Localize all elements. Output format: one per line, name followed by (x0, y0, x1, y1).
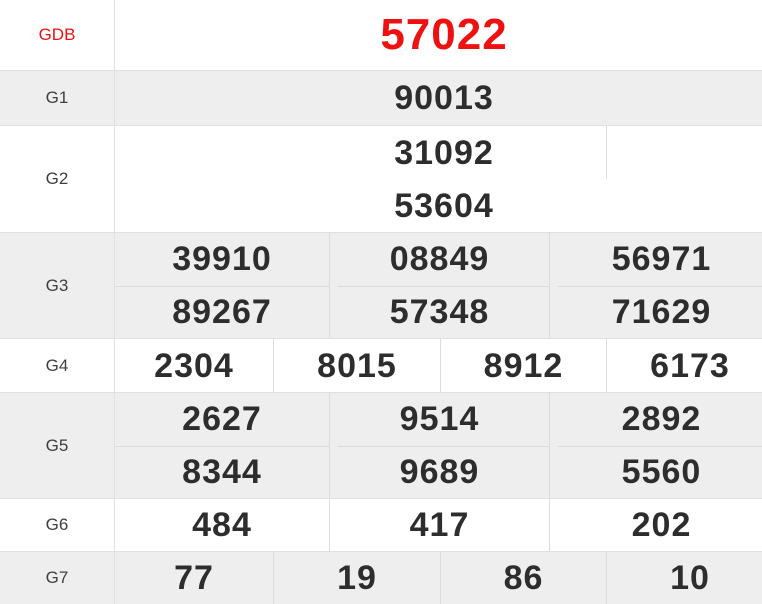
prize-row-g4: G4 2304 8015 8912 6173 (0, 338, 762, 392)
prize-value: 8015 (317, 346, 397, 385)
prize-row-g3: G3 39910 08849 56971 89267 57348 (0, 232, 762, 338)
value-cell: 9689 (329, 445, 549, 498)
value-cell: 53604 (115, 179, 762, 232)
prize-row-g6: G6 484 417 202 (0, 498, 762, 551)
prize-value: 202 (631, 506, 692, 544)
prize-values-g6: 484 417 202 (115, 499, 762, 551)
prize-label-g7: G7 (0, 552, 115, 604)
prize-value: 90013 (394, 79, 494, 117)
prize-label-g2: G2 (0, 126, 115, 232)
prize-value: 89267 (172, 292, 272, 331)
value-cell: 19 (273, 552, 440, 604)
prize-value: 71629 (611, 292, 712, 331)
prize-value: 56971 (611, 240, 712, 279)
value-cell: 2892 (549, 393, 762, 446)
prize-values-g4: 2304 8015 8912 6173 (115, 339, 762, 392)
value-cell: 6173 (606, 339, 762, 392)
prize-values-gdb: 57022 (115, 0, 762, 70)
prize-values-g5: 2627 9514 2892 8344 9689 5560 (115, 393, 762, 498)
prize-label-g3: G3 (0, 233, 115, 338)
prize-value: 08849 (389, 240, 490, 279)
value-cell: 39910 (115, 233, 329, 286)
prize-value: 31092 (394, 133, 494, 172)
prize-row-gdb: GDB 57022 (0, 0, 762, 70)
prize-value: 2304 (154, 346, 234, 385)
g2-column-divider (606, 126, 607, 179)
prize-value: 57348 (389, 292, 490, 331)
value-cell: 2627 (115, 393, 329, 446)
prize-value: 417 (409, 506, 470, 544)
prize-value: 86 (503, 559, 544, 597)
prize-label-g6: G6 (0, 499, 115, 551)
prize-values-g2: 31092 53604 (115, 126, 762, 232)
prize-value: 10 (670, 559, 710, 597)
prize-label-g5: G5 (0, 393, 115, 498)
value-cell: 8912 (440, 339, 606, 392)
prize-row-g1: G1 90013 (0, 70, 762, 125)
prize-value: 9689 (399, 452, 480, 491)
prize-label-g4: G4 (0, 339, 115, 392)
value-cell: 5560 (549, 445, 762, 498)
prize-value: 53604 (394, 186, 494, 225)
prize-value: 39910 (172, 240, 272, 279)
value-cell: 484 (115, 499, 329, 551)
value-cell: 08849 (329, 233, 549, 286)
prize-value: 77 (174, 559, 214, 597)
prize-row-g2: G2 31092 53604 (0, 125, 762, 232)
prize-values-g7: 77 19 86 10 (115, 552, 762, 604)
prize-value: 6173 (650, 346, 730, 385)
value-cell: 56971 (549, 233, 762, 286)
value-cell: 77 (115, 552, 273, 604)
prize-values-g1: 90013 (115, 71, 762, 125)
prize-label-gdb: GDB (0, 0, 115, 70)
prize-value: 484 (192, 506, 252, 544)
prize-value: 9514 (399, 400, 480, 439)
prize-value: 8344 (182, 452, 262, 491)
value-cell: 2304 (115, 339, 273, 392)
value-cell: 89267 (115, 285, 329, 339)
value-cell: 10 (606, 552, 762, 604)
prize-value: 5560 (621, 452, 702, 491)
value-cell: 31092 (115, 126, 762, 179)
value-cell: 202 (549, 499, 762, 551)
value-cell: 71629 (549, 285, 762, 338)
prize-value: 57022 (380, 10, 508, 59)
prize-label-g1: G1 (0, 71, 115, 125)
prize-value: 19 (337, 559, 377, 597)
prize-value: 8912 (483, 346, 564, 385)
value-cell: 86 (440, 552, 606, 604)
value-cell: 8015 (273, 339, 440, 392)
value-cell: 57348 (329, 285, 549, 338)
prize-value: 2892 (621, 400, 702, 439)
prize-value: 2627 (182, 400, 262, 439)
value-cell: 417 (329, 499, 549, 551)
value-cell: 8344 (115, 445, 329, 499)
prize-values-g3: 39910 08849 56971 89267 57348 71629 (115, 233, 762, 338)
prize-row-g5: G5 2627 9514 2892 8344 9689 5 (0, 392, 762, 498)
value-cell: 9514 (329, 393, 549, 446)
prize-row-g7: G7 77 19 86 10 (0, 551, 762, 604)
